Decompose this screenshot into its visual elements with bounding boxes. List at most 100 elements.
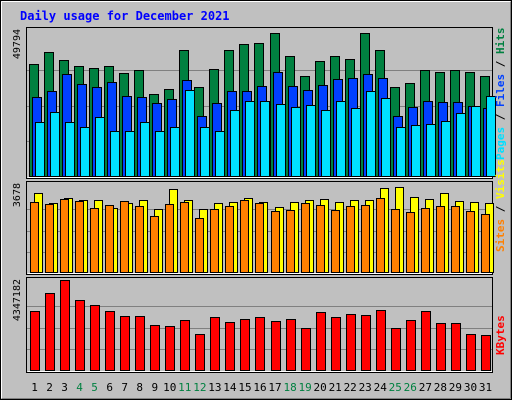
pages-bar-day-5: [95, 117, 105, 177]
chart-title: Daily usage for December 2021: [20, 9, 230, 23]
sites-bar-day-31: [481, 214, 490, 273]
sites-bar-day-9: [150, 216, 159, 273]
sites-bar-day-14: [225, 206, 234, 273]
panel-legend: Pages / Files / Hits: [494, 28, 507, 161]
legend-kbytes: KBytes: [494, 315, 507, 355]
legend-sites: Sites: [494, 219, 507, 252]
day-label-15: 15: [238, 381, 251, 394]
day-label-24: 24: [374, 381, 388, 394]
chart-panels: 49794 Pages / Files / Hits 3678 Sites / Vis…: [12, 27, 507, 373]
legend-separator: /: [494, 107, 507, 127]
sites-bar-day-6: [105, 205, 114, 273]
pages-bar-day-23: [366, 91, 376, 177]
kbytes-bar-day-5: [90, 305, 100, 371]
day-label-8: 8: [136, 381, 143, 394]
kbytes-bar-day-27: [421, 311, 431, 371]
pages-bar-day-24: [381, 98, 391, 177]
panel-legend: Sites / Visits: [494, 159, 507, 252]
day-label-16: 16: [253, 381, 266, 394]
sites-bar-day-23: [361, 205, 370, 273]
panel-2: 3678 Sites / Visits: [12, 159, 507, 275]
kbytes-bar-day-31: [481, 335, 491, 371]
kbytes-bar-day-13: [210, 317, 220, 371]
kbytes-bar-day-8: [135, 316, 145, 371]
sites-bar-day-3: [60, 199, 69, 273]
day-label-25: 25: [389, 381, 402, 394]
day-label-2: 2: [46, 381, 53, 394]
pages-bar-day-19: [306, 105, 316, 177]
day-axis-labels: 1 2 3 4 5 6 7 8 9 10 11 12 13 14 15 16 17 18 19 20 21 22 23 24 2…: [31, 381, 492, 394]
kbytes-bar-day-24: [376, 310, 386, 371]
day-label-28: 28: [434, 381, 447, 394]
pages-bar-day-14: [230, 110, 240, 177]
legend-files: Files: [494, 74, 507, 107]
pages-bar-day-4: [80, 127, 90, 177]
kbytes-bar-day-4: [75, 300, 85, 371]
kbytes-bar-day-16: [255, 317, 265, 371]
pages-bar-day-30: [471, 106, 481, 177]
kbytes-bar-day-7: [120, 316, 130, 371]
pages-bar-day-17: [276, 104, 286, 177]
day-label-22: 22: [344, 381, 357, 394]
kbytes-bar-day-26: [406, 320, 416, 371]
sites-bar-day-29: [451, 206, 460, 273]
pages-bar-day-2: [50, 112, 60, 177]
pages-bar-day-25: [396, 127, 406, 177]
day-label-26: 26: [404, 381, 417, 394]
day-label-11: 11: [178, 381, 191, 394]
day-label-12: 12: [193, 381, 206, 394]
sites-bar-day-20: [316, 205, 325, 273]
pages-bar-day-3: [65, 122, 75, 177]
day-label-10: 10: [163, 381, 176, 394]
sites-bar-day-26: [406, 212, 415, 273]
legend-separator: /: [494, 199, 507, 219]
pages-bar-day-28: [441, 121, 451, 177]
pages-bar-day-18: [291, 107, 301, 177]
day-label-7: 7: [121, 381, 128, 394]
day-label-27: 27: [419, 381, 432, 394]
kbytes-bar-day-18: [286, 319, 296, 371]
pages-bar-day-16: [260, 101, 270, 177]
panel-1: 49794 Pages / Files / Hits: [12, 27, 507, 179]
sites-bar-day-17: [271, 211, 280, 273]
sites-bar-day-1: [30, 202, 39, 273]
kbytes-bar-day-12: [195, 334, 205, 371]
sites-bar-day-24: [376, 198, 385, 273]
day-label-3: 3: [61, 381, 68, 394]
sites-bar-day-21: [331, 210, 340, 273]
sites-bar-day-19: [301, 203, 310, 273]
panel-3: 4347182 KBytes: [12, 277, 507, 373]
kbytes-bar-day-14: [225, 322, 235, 371]
kbytes-bar-day-17: [271, 321, 281, 371]
pages-bar-day-21: [336, 101, 346, 177]
sites-bar-day-7: [120, 201, 129, 273]
kbytes-bar-day-6: [105, 311, 115, 371]
pages-bar-day-20: [321, 110, 331, 177]
pages-bar-day-1: [35, 122, 45, 177]
sites-bar-day-4: [75, 201, 84, 273]
sites-bar-day-11: [180, 202, 189, 273]
kbytes-bar-day-3: [60, 280, 70, 371]
kbytes-bar-day-9: [150, 325, 160, 371]
sites-bar-day-25: [391, 209, 400, 273]
legend-hits: Hits: [494, 28, 507, 55]
day-label-14: 14: [223, 381, 237, 394]
day-label-17: 17: [268, 381, 281, 394]
kbytes-bar-day-29: [451, 323, 461, 371]
pages-bar-day-9: [155, 131, 165, 177]
sites-bar-day-27: [421, 208, 430, 273]
pages-bar-day-11: [185, 90, 195, 177]
sites-bar-day-30: [466, 211, 475, 273]
day-label-20: 20: [313, 381, 326, 394]
pages-bar-day-29: [456, 113, 466, 177]
kbytes-bar-day-30: [466, 334, 476, 371]
day-label-29: 29: [449, 381, 462, 394]
day-label-1: 1: [31, 381, 38, 394]
pages-bar-day-12: [200, 127, 210, 177]
panel-max-label: 4347182: [12, 279, 23, 321]
kbytes-bar-day-19: [301, 328, 311, 371]
legend-pages: Pages: [494, 127, 507, 160]
kbytes-bar-day-28: [436, 323, 446, 371]
day-label-9: 9: [151, 381, 158, 394]
legend-visits: Visits: [494, 159, 507, 199]
